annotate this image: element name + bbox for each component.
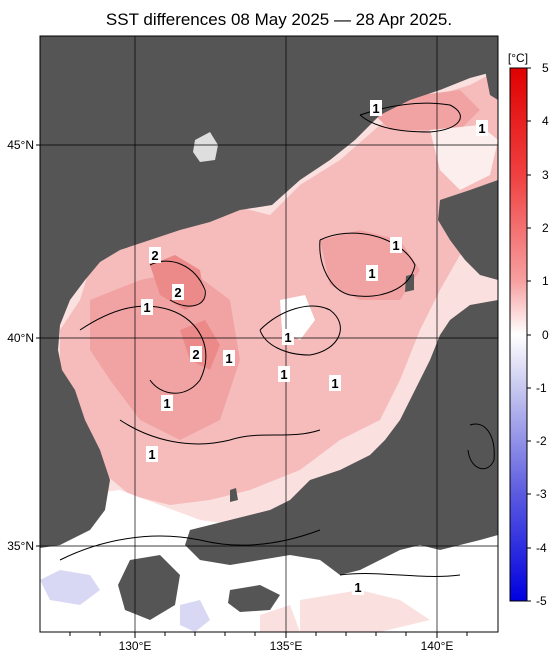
- svg-text:2: 2: [151, 248, 158, 263]
- colorbar-tick: 1: [542, 274, 549, 288]
- contour-label: 1: [366, 265, 378, 281]
- contour-value-labels: 1 1 2 2 1 1 1 2 1 1 1 1 1 1 1: [141, 100, 488, 595]
- svg-text:1: 1: [354, 580, 361, 595]
- map-plot-area: [40, 36, 498, 632]
- contour-label: 2: [149, 247, 161, 263]
- contour-label: 1: [223, 350, 235, 366]
- colorbar-tick: 3: [542, 168, 549, 182]
- contour-label: 1: [161, 395, 173, 411]
- colorbar-tick: -4: [536, 541, 547, 555]
- contour-label: 2: [190, 346, 202, 362]
- svg-text:1: 1: [280, 367, 287, 382]
- contour-label: 1: [146, 446, 158, 462]
- svg-text:1: 1: [331, 376, 338, 391]
- colorbar-tick: 2: [542, 221, 549, 235]
- contour-label: 1: [278, 366, 290, 382]
- axis-ticks: [36, 144, 468, 638]
- svg-text:1: 1: [143, 300, 150, 315]
- lat-label-40: 40°N: [7, 331, 34, 345]
- colorbar-tick: 0: [542, 328, 549, 342]
- colorbar-tick: 5: [542, 61, 549, 75]
- contour-label: 1: [141, 299, 153, 315]
- contour-label: 1: [352, 579, 364, 595]
- contour-label: 1: [476, 120, 488, 136]
- svg-text:1: 1: [284, 330, 291, 345]
- contour-label: 1: [390, 237, 402, 253]
- svg-text:1: 1: [372, 101, 379, 116]
- colorbar-tick: -5: [536, 594, 547, 608]
- lat-label-35: 35°N: [7, 539, 34, 553]
- colorbar-tick: -3: [536, 487, 547, 501]
- svg-text:2: 2: [192, 347, 199, 362]
- svg-text:1: 1: [148, 447, 155, 462]
- contour-label: 1: [370, 100, 382, 116]
- svg-text:1: 1: [368, 266, 375, 281]
- colorbar: [°C] 5 4 3 2 1 0 -1 -2 -3 -4 -5: [508, 51, 549, 608]
- svg-text:1: 1: [225, 351, 232, 366]
- lat-label-45: 45°N: [7, 138, 34, 152]
- colorbar-unit: [°C]: [508, 51, 528, 65]
- colorbar-gradient: [509, 67, 528, 602]
- colorbar-tick: -2: [536, 434, 547, 448]
- latitude-labels: 45°N 40°N 35°N: [7, 138, 34, 553]
- contour-label: 1: [329, 375, 341, 391]
- colorbar-tick: 4: [542, 114, 549, 128]
- svg-text:1: 1: [478, 121, 485, 136]
- longitude-labels: 130°E 135°E 140°E: [119, 639, 454, 653]
- contour-lines: [59, 102, 495, 577]
- svg-text:2: 2: [174, 285, 181, 300]
- contour-label: 2: [172, 284, 184, 300]
- lake-khanka: [193, 132, 218, 162]
- colorbar-tick: -1: [536, 381, 547, 395]
- lon-label-140: 140°E: [421, 639, 454, 653]
- svg-text:1: 1: [392, 238, 399, 253]
- lon-label-135: 135°E: [270, 639, 303, 653]
- land-masses: [40, 36, 498, 620]
- contour-label: 1: [282, 329, 294, 345]
- graticule: [40, 36, 498, 632]
- map-title: SST differences 08 May 2025 — 28 Apr 202…: [105, 10, 453, 29]
- svg-text:1: 1: [163, 396, 170, 411]
- lon-label-130: 130°E: [119, 639, 152, 653]
- plot-frame: [39, 35, 499, 633]
